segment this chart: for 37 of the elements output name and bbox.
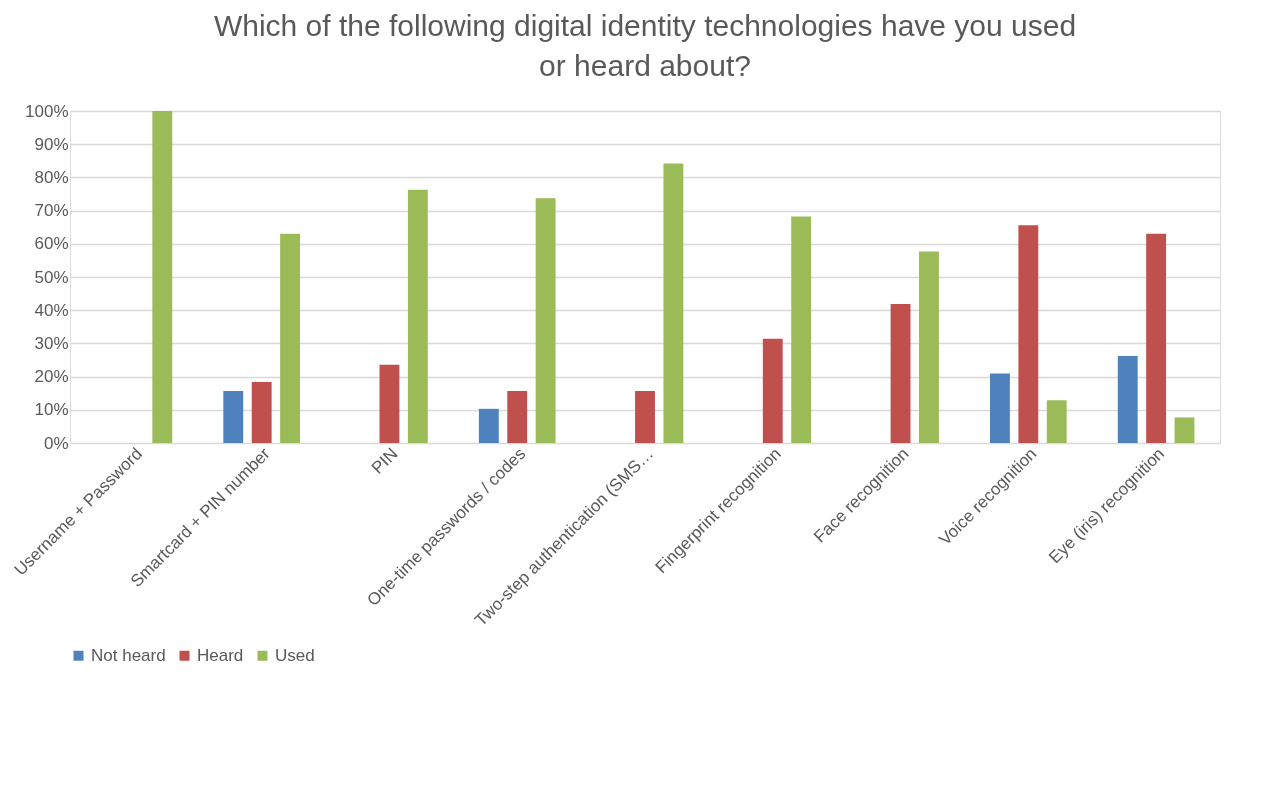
bar	[1018, 225, 1039, 443]
bar	[1146, 233, 1167, 443]
y-tick-label: 20%	[34, 367, 69, 387]
bar	[663, 163, 684, 443]
bar	[251, 381, 272, 443]
bar	[890, 303, 911, 443]
bar	[635, 390, 655, 443]
bar	[1046, 400, 1067, 443]
bar	[478, 408, 499, 443]
bar	[507, 390, 528, 443]
x-tick-label: PIN	[367, 444, 402, 478]
y-tick-label: 0%	[43, 433, 69, 453]
bar	[407, 189, 428, 443]
y-tick-label: 70%	[34, 201, 69, 221]
bar	[990, 373, 1010, 443]
bar	[280, 233, 300, 443]
bar	[762, 338, 783, 443]
y-tick-label: 10%	[34, 400, 69, 420]
legend-label: Used	[275, 645, 315, 665]
bar	[152, 111, 173, 443]
legend-label: Heard	[197, 645, 244, 665]
bar	[535, 198, 556, 443]
y-tick-label: 100%	[25, 101, 69, 121]
y-tick-label: 30%	[34, 333, 69, 353]
y-tick-label: 80%	[34, 167, 69, 187]
y-tick-label: 50%	[34, 267, 69, 287]
bar	[379, 364, 400, 443]
bar	[791, 216, 812, 443]
legend-label: Not heard	[91, 645, 166, 665]
chart-title: Which of the following digital identity technologies have you used or heard about?	[213, 9, 1077, 82]
bar	[223, 390, 244, 443]
bar	[1174, 417, 1195, 443]
bar	[1117, 356, 1138, 443]
y-tick-label: 90%	[34, 134, 69, 154]
bar	[919, 251, 939, 443]
y-tick-label: 60%	[34, 234, 69, 254]
y-tick-label: 40%	[34, 300, 69, 320]
